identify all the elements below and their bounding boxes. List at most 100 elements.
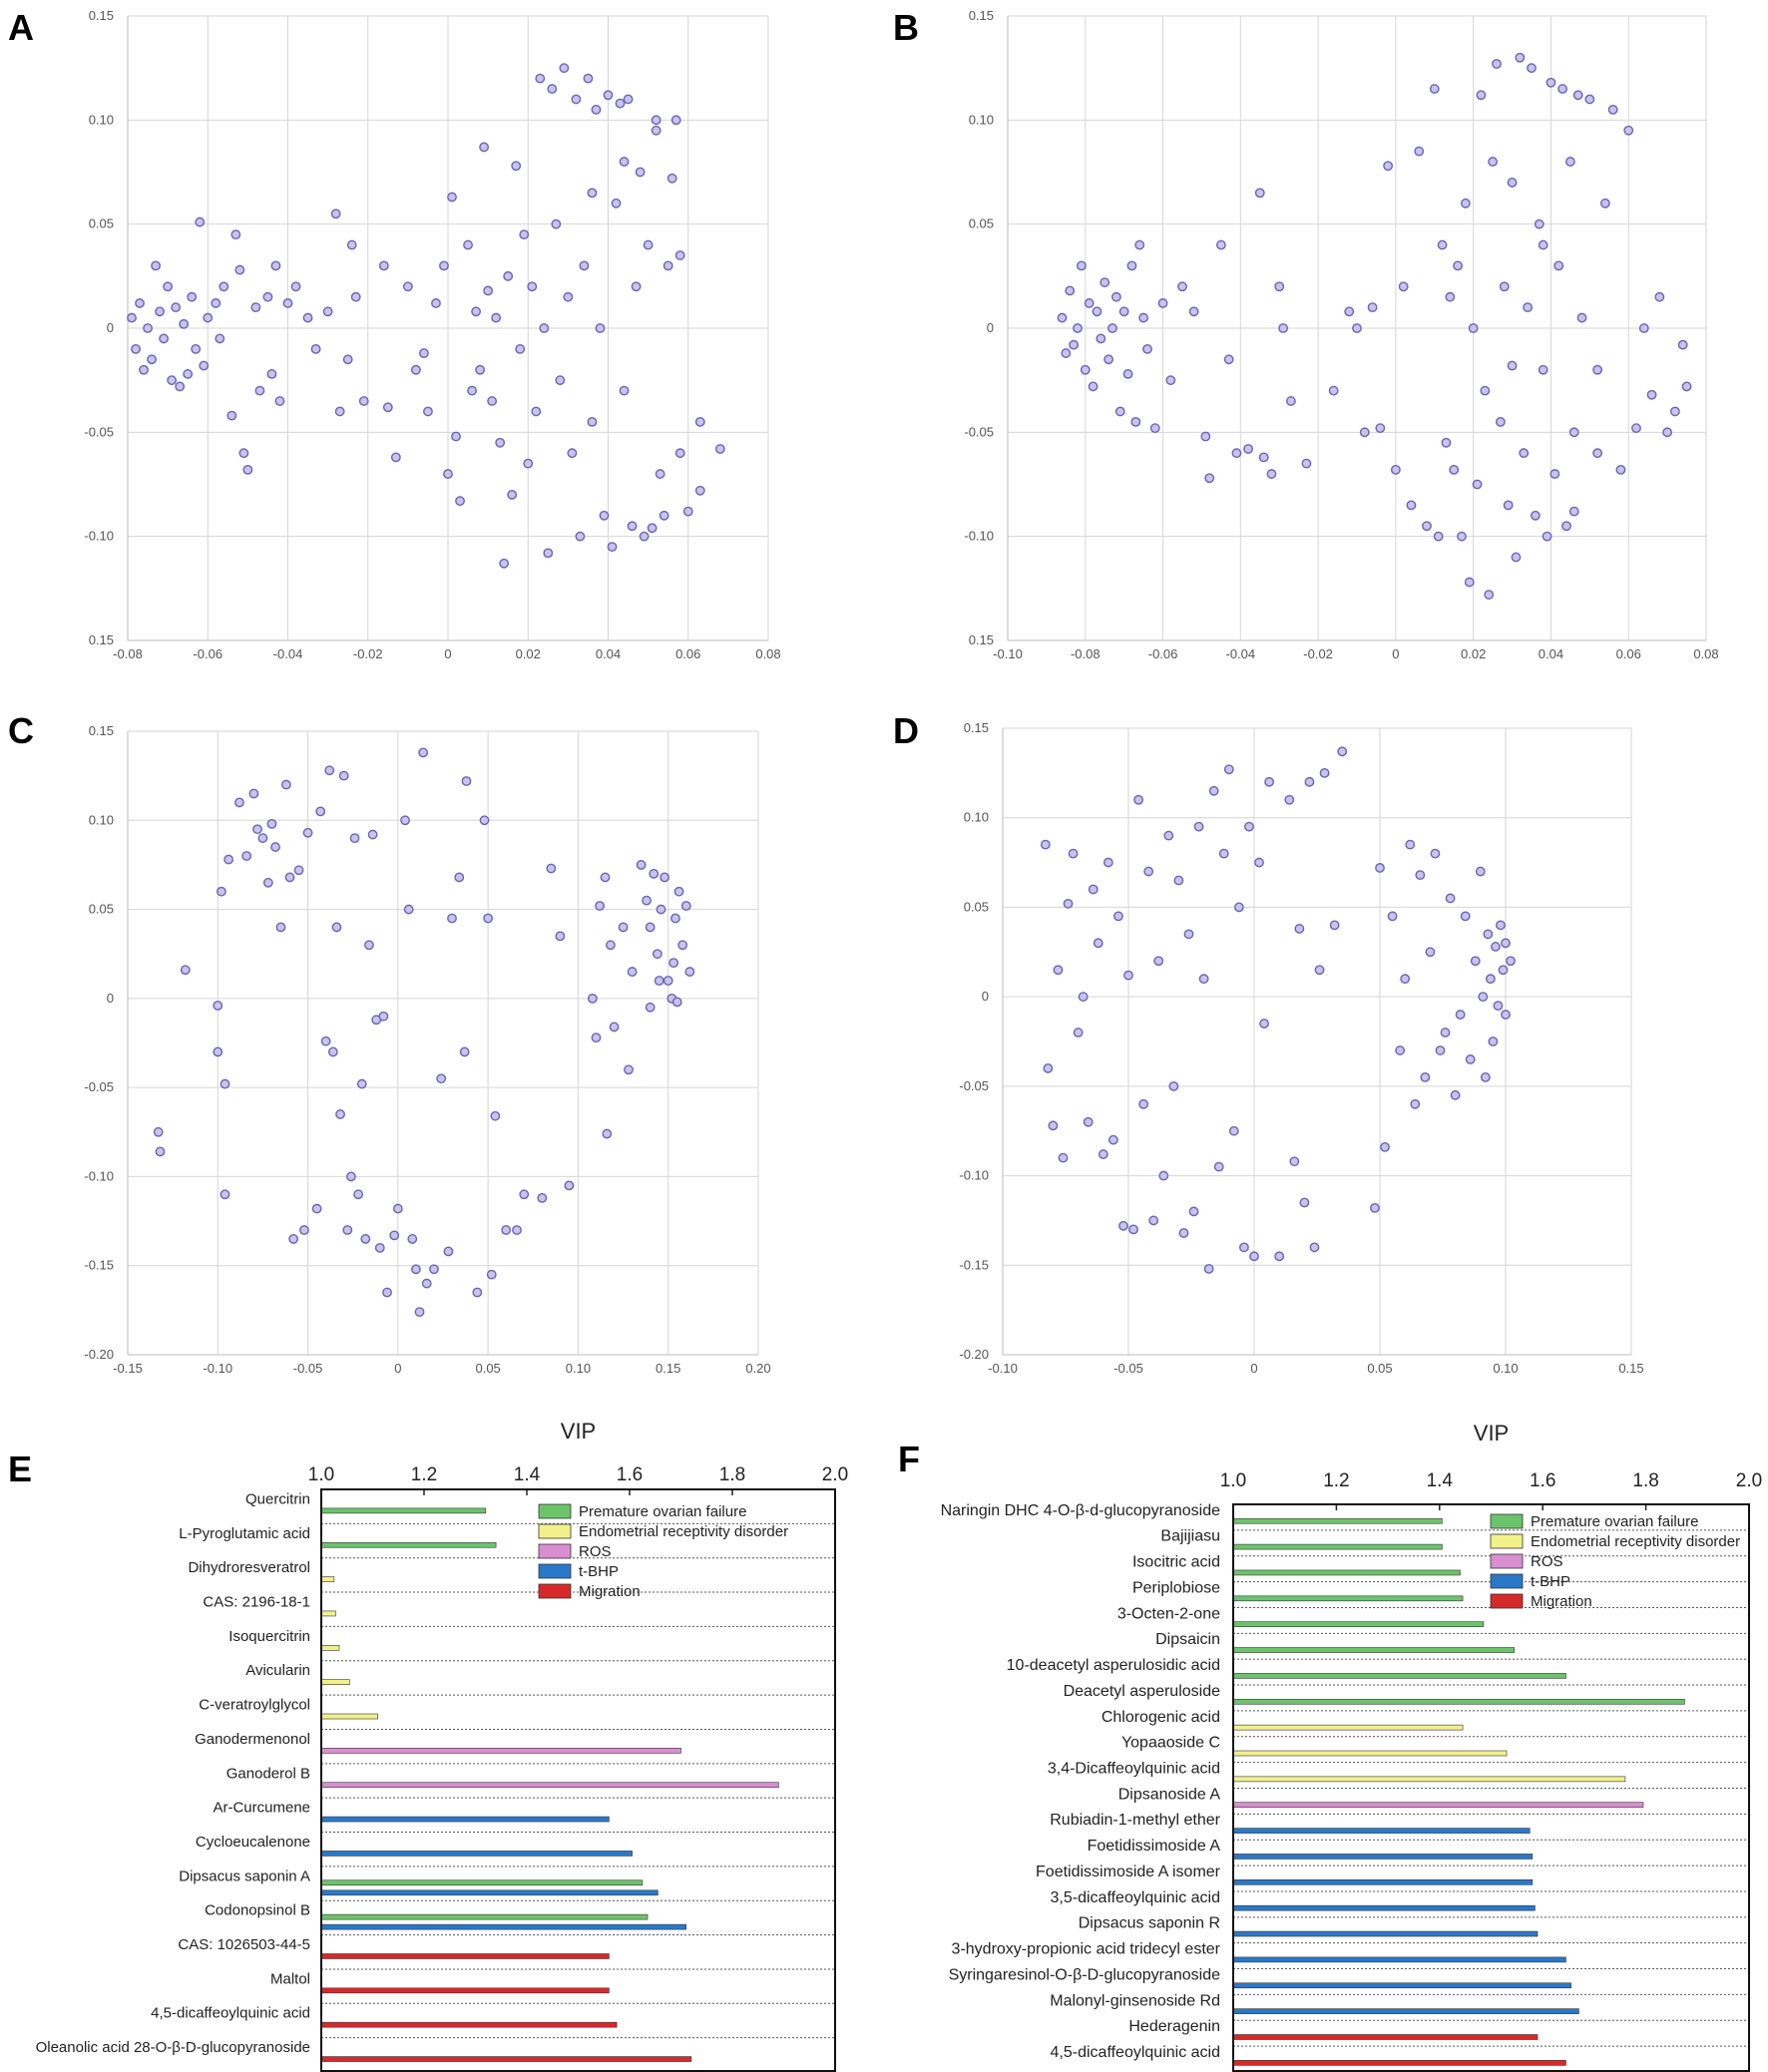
data-point <box>1623 125 1634 136</box>
data-point <box>378 260 389 271</box>
category-label: 3,5-dicaffeoylquinic acid <box>1051 1889 1220 1906</box>
data-point <box>331 922 342 933</box>
data-point <box>1215 239 1226 250</box>
data-point <box>551 218 562 229</box>
data-point <box>1208 785 1219 796</box>
data-point <box>587 188 598 199</box>
vip-bar <box>320 2021 618 2028</box>
data-point <box>423 406 433 417</box>
data-point <box>1213 1161 1224 1172</box>
data-point <box>1615 464 1626 475</box>
data-point <box>1142 343 1152 354</box>
data-point <box>564 1180 575 1191</box>
data-point <box>410 364 421 375</box>
y-tick-label: 0.05 <box>969 216 994 231</box>
vip-bar <box>320 1987 610 1994</box>
data-point <box>1352 323 1362 333</box>
vip-bar <box>320 1541 497 1548</box>
data-point <box>1080 364 1091 375</box>
y-tick-label: 0.10 <box>969 112 994 127</box>
data-point <box>171 302 182 313</box>
plot-frame <box>320 1488 836 2072</box>
data-point <box>213 1046 223 1057</box>
data-point <box>1429 84 1440 94</box>
vip-bar <box>320 1610 336 1617</box>
data-point <box>1123 970 1133 981</box>
data-point <box>1177 281 1187 292</box>
legend-label: Migration <box>1531 1593 1592 1610</box>
data-point <box>1519 448 1530 459</box>
data-point <box>242 464 253 475</box>
data-point <box>1542 531 1552 542</box>
category-label: 3-Octen-2-one <box>1117 1605 1220 1622</box>
data-point <box>203 312 214 323</box>
vip-tick-label: 1.4 <box>514 1464 541 1485</box>
data-point <box>211 298 221 308</box>
data-point <box>1480 385 1491 396</box>
data-point <box>539 323 550 333</box>
data-point <box>1538 364 1548 375</box>
data-point <box>555 931 566 942</box>
x-tick-label: -0.05 <box>1113 1361 1143 1376</box>
data-point <box>338 770 349 781</box>
data-point <box>220 1189 230 1200</box>
y-tick-label: 0.15 <box>89 723 114 738</box>
data-point <box>1143 866 1154 877</box>
data-point <box>1553 260 1564 271</box>
data-point <box>491 312 502 323</box>
data-point <box>475 364 485 375</box>
data-point <box>684 967 695 977</box>
data-point <box>1506 956 1516 967</box>
data-point <box>1564 157 1575 167</box>
data-point <box>342 1225 353 1235</box>
y-tick-label: 0.05 <box>89 216 114 231</box>
data-point <box>392 1203 403 1214</box>
category-label: Dihydroresveratrol <box>188 1559 310 1576</box>
x-tick-label: 0.05 <box>475 1361 500 1376</box>
data-point <box>555 375 566 386</box>
y-tick-label: -0.20 <box>84 1347 114 1362</box>
data-point <box>1375 863 1385 873</box>
data-point <box>1103 857 1113 868</box>
data-point <box>666 173 677 184</box>
data-point <box>199 360 210 371</box>
vip-tick-label: 2.0 <box>822 1464 848 1485</box>
data-point <box>467 385 477 396</box>
data-point <box>694 416 705 427</box>
vip-tick-label: 1.6 <box>1530 1470 1555 1491</box>
data-point <box>1464 577 1475 588</box>
data-point <box>252 824 262 835</box>
x-tick-label: -0.06 <box>193 646 222 661</box>
data-point <box>1390 464 1401 475</box>
data-point <box>411 1264 421 1275</box>
category-label: Quercitrin <box>245 1490 310 1507</box>
data-point <box>1243 444 1254 454</box>
vip-bar <box>320 1679 350 1685</box>
data-point <box>660 872 670 883</box>
data-point <box>583 73 594 84</box>
data-point <box>419 348 429 358</box>
data-point <box>1173 875 1184 886</box>
data-point <box>311 1203 322 1214</box>
vip-bar <box>1232 2060 1566 2066</box>
data-point <box>1499 281 1510 292</box>
data-point <box>1538 239 1548 250</box>
vip-bar <box>1232 2034 1539 2040</box>
y-tick-label: -0.05 <box>959 1078 989 1093</box>
data-point <box>531 406 542 417</box>
data-point <box>1400 974 1411 985</box>
y-tick-label: 0 <box>107 320 114 335</box>
data-point <box>1231 448 1242 459</box>
data-point <box>643 239 654 250</box>
legend-label: t-BHP <box>1531 1573 1570 1590</box>
y-tick-label: -0.10 <box>959 1168 989 1183</box>
data-point <box>241 851 252 861</box>
category-label: Dipsaicin <box>1155 1631 1220 1648</box>
data-point <box>618 922 629 933</box>
data-point <box>1484 590 1495 600</box>
data-point <box>1478 992 1489 1003</box>
x-tick-label: -0.10 <box>993 646 1023 661</box>
data-point <box>1501 938 1511 949</box>
data-point <box>1568 427 1579 438</box>
vip-bar <box>1232 1776 1626 1783</box>
